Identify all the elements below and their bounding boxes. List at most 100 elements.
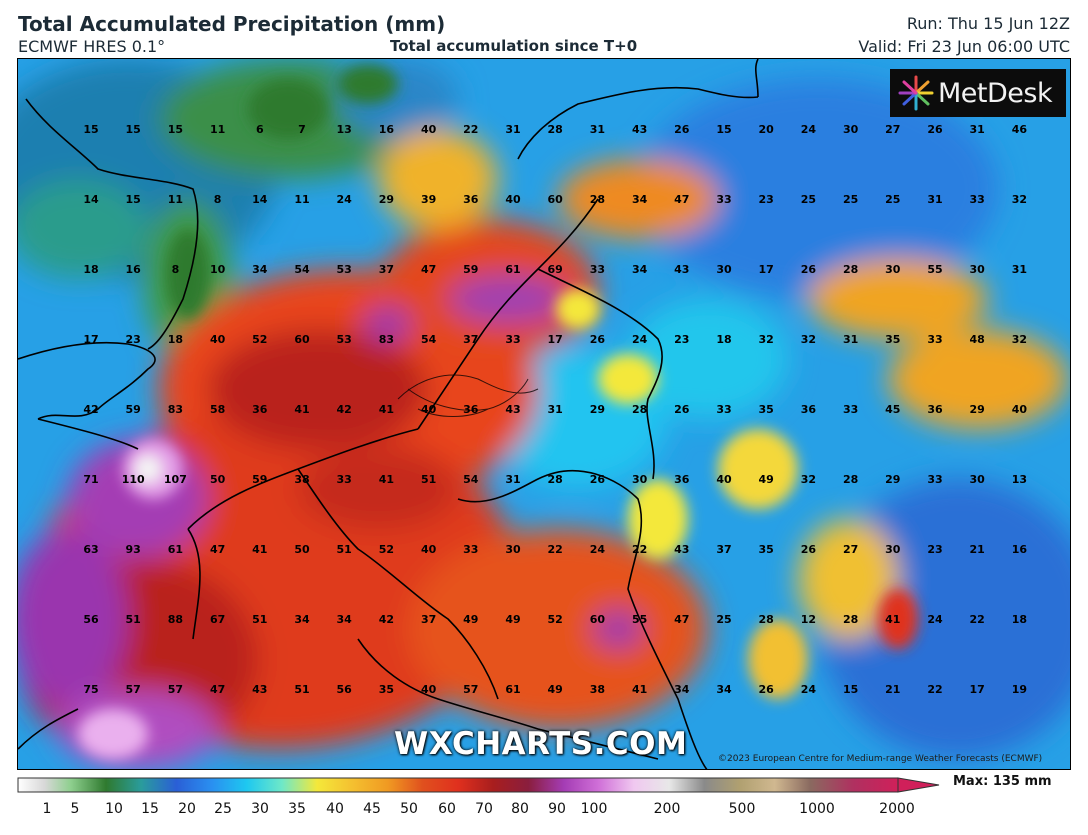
chart-header: Total Accumulated Precipitation (mm) ECM…	[0, 0, 1088, 58]
run-time: Run: Thu 15 Jun 12Z	[906, 14, 1070, 33]
grid-value: 22	[969, 613, 985, 626]
color-scale-tick-label: 40	[326, 801, 344, 817]
ecmwf-copyright: ©2023 European Centre for Medium-range W…	[718, 754, 1043, 764]
grid-value: 57	[125, 683, 141, 696]
grid-value: 107	[163, 473, 187, 486]
grid-value: 31	[969, 123, 985, 136]
grid-value: 30	[505, 543, 521, 556]
grid-value: 26	[589, 473, 606, 486]
grid-value: 29	[885, 473, 901, 486]
grid-value: 61	[167, 543, 184, 556]
grid-value: 60	[294, 333, 310, 346]
grid-value: 50	[294, 543, 310, 556]
grid-value: 25	[716, 613, 732, 626]
grid-value: 31	[1011, 263, 1028, 276]
grid-value: 26	[800, 263, 817, 276]
grid-value: 54	[463, 473, 479, 486]
grid-value: 61	[505, 683, 521, 696]
grid-value: 58	[209, 403, 226, 416]
grid-value: 36	[800, 403, 817, 416]
color-scale-tick-label: 35	[288, 801, 306, 817]
color-scale-tick-label: 10	[105, 801, 123, 817]
grid-value: 48	[969, 333, 985, 346]
grid-value: 93	[125, 543, 141, 556]
grid-value: 43	[505, 403, 521, 416]
grid-value: 34	[674, 683, 690, 696]
grid-value: 30	[842, 123, 859, 136]
grid-value: 59	[125, 403, 141, 416]
color-scale-tick-label: 1000	[799, 801, 835, 817]
metdesk-logo-text: MetDesk	[938, 77, 1053, 109]
grid-value: 10	[209, 263, 226, 276]
grid-value: 43	[674, 543, 690, 556]
grid-value: 37	[378, 263, 395, 276]
grid-value: 28	[842, 473, 859, 486]
color-scale-tick-label: 25	[214, 801, 232, 817]
grid-value: 34	[336, 613, 352, 626]
grid-value: 27	[885, 123, 901, 136]
grid-value: 41	[885, 613, 901, 626]
grid-value: 52	[378, 543, 395, 556]
grid-value: 41	[378, 473, 395, 486]
grid-value: 83	[378, 333, 395, 346]
grid-value: 38	[294, 473, 310, 486]
grid-value: 25	[885, 193, 901, 206]
grid-value: 15	[125, 123, 141, 136]
grid-value: 63	[83, 543, 99, 556]
grid-value: 41	[378, 403, 395, 416]
grid-value: 8	[171, 263, 180, 276]
grid-value: 34	[716, 683, 732, 696]
grid-value: 30	[885, 543, 901, 556]
precipitation-map[interactable]: 15 15 15 11 6 7 13 16 40 22 31 28 31 43 26 15 20 24 30 27 26…	[17, 58, 1071, 770]
grid-value: 35	[378, 683, 395, 696]
grid-value: 34	[294, 613, 310, 626]
grid-value: 40	[1011, 403, 1028, 416]
color-scale-tick-label: 1	[42, 801, 52, 817]
grid-value: 15	[83, 123, 99, 136]
grid-value: 13	[1011, 473, 1028, 486]
grid-value: 36	[463, 403, 479, 416]
grid-value: 20	[758, 123, 774, 136]
grid-value: 21	[885, 683, 901, 696]
grid-value: 71	[83, 473, 99, 486]
grid-value: 32	[1011, 193, 1028, 206]
grid-value: 37	[420, 613, 437, 626]
grid-value: 22	[631, 543, 648, 556]
grid-value: 49	[547, 683, 563, 696]
grid-value: 11	[209, 123, 226, 136]
color-scale-tick-label: 60	[438, 801, 456, 817]
grid-value: 33	[927, 333, 943, 346]
grid-value: 29	[378, 193, 395, 206]
grid-value: 15	[167, 123, 184, 136]
grid-value: 30	[716, 263, 732, 276]
color-scale-legend: 1 5 10 15 20 25 30 35 40 45 50 60 70 80 90 100 200 500 100…	[17, 777, 947, 817]
grid-value: 33	[969, 193, 985, 206]
grid-value: 33	[589, 263, 606, 276]
model-name: ECMWF HRES 0.1°	[18, 37, 166, 56]
grid-value: 32	[800, 473, 817, 486]
grid-value: 16	[1011, 543, 1028, 556]
grid-value: 36	[252, 403, 268, 416]
grid-value: 28	[842, 613, 859, 626]
grid-value: 24	[589, 543, 606, 556]
grid-value: 75	[83, 683, 99, 696]
grid-value: 51	[336, 543, 352, 556]
grid-value: 34	[631, 263, 648, 276]
grid-value: 18	[716, 333, 732, 346]
grid-value: 43	[674, 263, 690, 276]
grid-value: 59	[463, 263, 479, 276]
grid-value: 35	[758, 403, 774, 416]
grid-value: 26	[674, 403, 690, 416]
grid-value: 15	[842, 683, 859, 696]
grid-value: 14	[252, 193, 268, 206]
grid-value: 26	[800, 543, 817, 556]
map-subtitle: Total accumulation since T+0	[390, 37, 638, 55]
color-scale-tick-label: 50	[400, 801, 418, 817]
grid-value: 83	[167, 403, 184, 416]
grid-value: 45	[885, 403, 901, 416]
precipitation-field	[18, 59, 1070, 769]
grid-value: 28	[758, 613, 774, 626]
grid-value: 33	[716, 193, 732, 206]
grid-value: 17	[547, 333, 563, 346]
grid-value: 43	[631, 123, 648, 136]
